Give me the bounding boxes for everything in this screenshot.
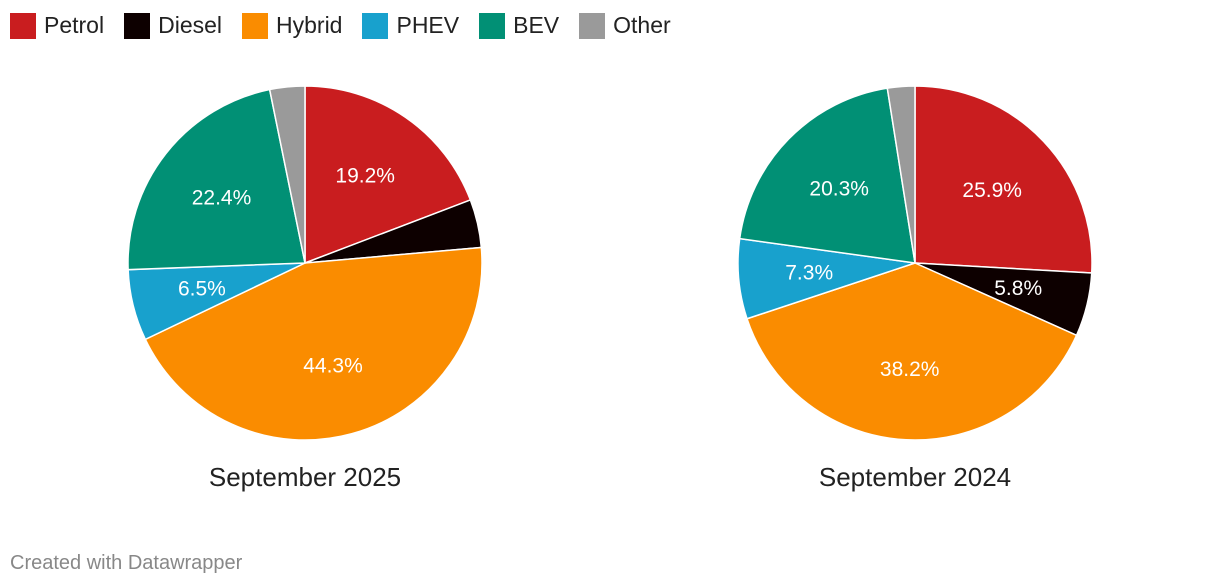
slice-other <box>886 85 916 264</box>
slice-petrol <box>304 85 472 265</box>
slice-label-hybrid: 44.3% <box>303 354 363 377</box>
slice-bev <box>738 87 916 264</box>
slice-label-petrol: 25.9% <box>962 179 1022 202</box>
pie-title-2025: September 2025 <box>209 462 401 492</box>
legend-item-phev: PHEV <box>362 12 459 39</box>
slice-label-phev: 6.5% <box>178 277 226 300</box>
legend-label-hybrid: Hybrid <box>276 12 343 38</box>
legend-label-phev: PHEV <box>396 12 460 38</box>
legend-swatch-other <box>579 12 606 39</box>
legend-swatch-diesel <box>124 12 151 39</box>
legend-item-petrol: Petrol <box>10 12 104 39</box>
slice-hybrid <box>746 262 1078 441</box>
legend-swatch-hybrid <box>242 12 269 39</box>
slice-label-petrol: 19.2% <box>335 165 395 188</box>
legend-label-bev: BEV <box>513 12 560 38</box>
slice-other <box>268 85 306 264</box>
pie-chart-september-2024: 25.9% 5.8% 38.2% 7.3% 20.3% <box>737 85 1093 441</box>
legend-item-other: Other <box>579 12 671 39</box>
slice-label-bev: 20.3% <box>809 178 869 201</box>
slice-hybrid <box>144 246 483 441</box>
legend-swatch-bev <box>479 12 506 39</box>
legend-item-bev: BEV <box>479 12 559 39</box>
slice-label-bev: 22.4% <box>192 186 252 209</box>
slice-petrol <box>914 85 1093 274</box>
legend-item-diesel: Diesel <box>124 12 222 39</box>
legend-label-diesel: Diesel <box>158 12 223 38</box>
legend-swatch-petrol <box>10 12 36 39</box>
legend: Petrol Diesel Hybrid PHEV BEV Other <box>10 12 691 39</box>
slice-label-phev: 7.3% <box>785 262 833 285</box>
pie-title-2024: September 2024 <box>819 462 1011 492</box>
legend-swatch-phev <box>362 12 389 39</box>
credit-text: Created with Datawrapper <box>10 552 243 574</box>
pie-chart-september-2025: 19.2% 44.3% 6.5% 22.4% <box>127 85 483 441</box>
slice-label-diesel: 5.8% <box>994 277 1042 300</box>
slice-bev <box>127 88 306 271</box>
slice-label-hybrid: 38.2% <box>880 358 940 381</box>
legend-label-petrol: Petrol <box>44 12 105 38</box>
legend-item-hybrid: Hybrid <box>242 12 342 39</box>
legend-label-other: Other <box>613 12 671 38</box>
